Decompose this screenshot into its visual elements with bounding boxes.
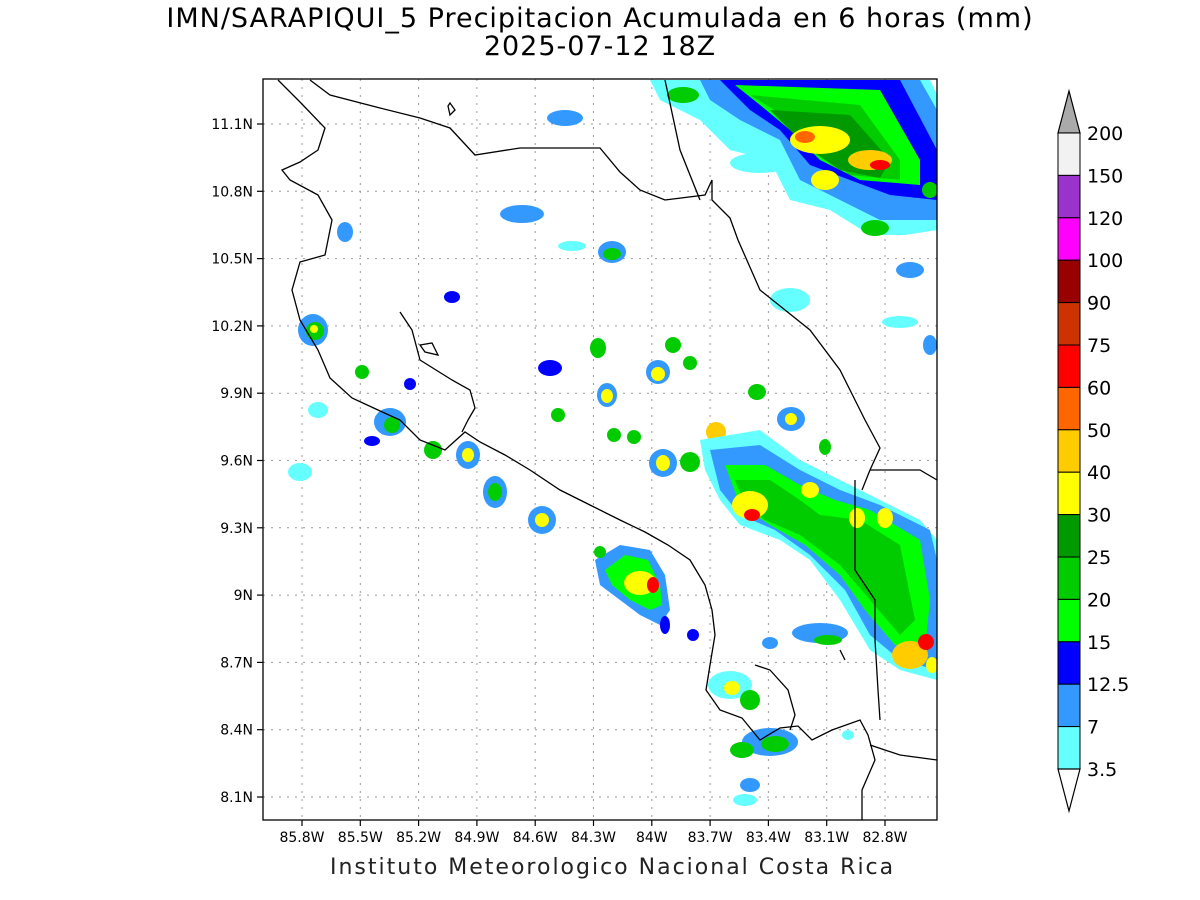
lon-tick-label: 83.4W	[746, 830, 791, 846]
colorbar-swatch	[1057, 514, 1081, 558]
colorbar-level-label: 12.5	[1087, 674, 1129, 696]
colorbar-level-label: 15	[1087, 632, 1111, 654]
precipitation-field	[288, 80, 937, 806]
lon-tick-label: 84W	[636, 830, 668, 846]
map-subtitle: 2025-07-12 18Z	[483, 31, 717, 62]
lon-tick-label: 83.1W	[804, 830, 849, 846]
lon-tick-label: 84.9W	[454, 830, 499, 846]
colorbar-level-label: 75	[1087, 335, 1111, 357]
colorbar-swatch	[1057, 344, 1081, 388]
colorbar-swatch	[1057, 174, 1081, 219]
colorbar-swatch	[1057, 556, 1081, 600]
colorbar-level-label: 120	[1087, 208, 1123, 230]
lat-tick-label: 9.3N	[220, 521, 253, 537]
colorbar-swatch	[1057, 302, 1081, 346]
lat-tick-label: 9N	[234, 588, 253, 604]
colorbar-level-label: 20	[1087, 589, 1111, 611]
lat-tick-label: 9.9N	[220, 386, 253, 402]
map-title: IMN/SARAPIQUI_5 Precipitacion Acumulada …	[166, 3, 1034, 34]
longitude-axis: 85.8W 85.5W 85.2W 84.9W 84.6W 84.3W 84W 83.7W 83…	[279, 820, 908, 846]
lat-tick-label: 8.7N	[220, 655, 253, 671]
coastline	[277, 79, 937, 820]
colorbar-level-label: 7	[1087, 717, 1099, 739]
lat-tick-label: 10.8N	[211, 184, 253, 200]
colorbar-level-label: 40	[1087, 462, 1111, 484]
lat-tick-label: 11.1N	[211, 117, 253, 133]
lat-tick-label: 8.4N	[220, 723, 253, 739]
lon-tick-label: 84.3W	[571, 830, 616, 846]
colorbar-swatch	[1057, 386, 1081, 431]
lon-tick-label: 83.7W	[688, 830, 733, 846]
latitude-axis: 11.1N 10.8N 10.5N 10.2N 9.9N 9.6N 9.3N 9N 8.7N 8.…	[211, 117, 263, 806]
plot-frame	[262, 78, 938, 821]
rain-cell	[547, 80, 937, 278]
colorbar-level-label: 3.5	[1087, 759, 1117, 781]
colorbar-level-label: 30	[1087, 505, 1111, 527]
colorbar-swatch	[1057, 471, 1081, 516]
rain-cell	[288, 205, 937, 534]
colorbar-swatch	[1057, 217, 1081, 261]
lat-tick-label: 10.5N	[211, 252, 253, 268]
colorbar-swatch	[1057, 259, 1081, 304]
colorbar-swatch	[1057, 132, 1081, 176]
colorbar-swatch	[1057, 683, 1081, 728]
colorbar-swatch	[1057, 429, 1081, 473]
footer-credit: Instituto Meteorologico Nacional Costa R…	[330, 855, 896, 880]
lon-tick-label: 85.8W	[279, 830, 324, 846]
colorbar-level-label: 150	[1087, 165, 1123, 187]
lon-tick-label: 82.8W	[862, 830, 907, 846]
colorbar-level-label: 90	[1087, 293, 1111, 315]
lon-tick-label: 84.6W	[513, 830, 558, 846]
lat-tick-label: 10.2N	[211, 319, 253, 335]
rain-cell	[700, 430, 937, 680]
colorbar-swatch	[1057, 641, 1081, 685]
colorbar-level-label: 60	[1087, 377, 1111, 399]
colorbar-swatch	[1057, 726, 1081, 770]
colorbar-level-label: 50	[1087, 420, 1111, 442]
colorbar-level-label: 25	[1087, 547, 1111, 569]
colorbar-legend: 200 150 120 100 90 75 60 50 40 30 25 20 15 12.5 7 3.5	[1057, 88, 1129, 814]
lon-tick-label: 85.5W	[338, 830, 383, 846]
colorbar-top-arrow	[1057, 88, 1081, 134]
lat-tick-label: 8.1N	[220, 790, 253, 806]
colorbar-bottom-arrow	[1057, 768, 1081, 814]
rain-cell	[708, 671, 854, 806]
colorbar-level-label: 200	[1087, 123, 1123, 145]
colorbar-level-label: 100	[1087, 250, 1123, 272]
lat-tick-label: 9.6N	[220, 454, 253, 470]
lon-tick-label: 85.2W	[396, 830, 441, 846]
colorbar-swatch	[1057, 598, 1081, 643]
rain-cell	[594, 545, 699, 641]
